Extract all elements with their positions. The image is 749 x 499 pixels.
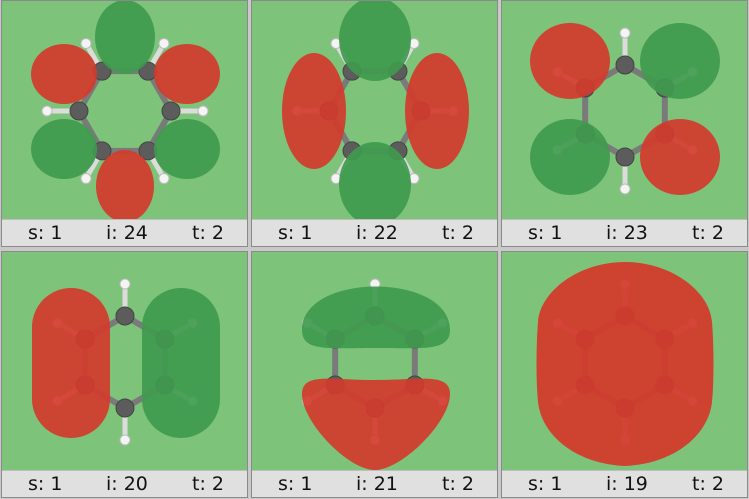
hydrogen-atom [80, 173, 92, 185]
type-label: t: 2 [692, 222, 724, 244]
hydrogen-atom [80, 37, 92, 49]
orbital-panel-6[interactable]: s: 1 i: 19 t: 2 [501, 251, 748, 498]
type-label: t: 2 [192, 473, 224, 495]
orbital-panel-1[interactable]: s: 1 i: 24 t: 2 [1, 0, 248, 247]
carbon-atom [69, 101, 89, 121]
panel-status-bar: s: 1 i: 23 t: 2 [502, 219, 747, 246]
panel-status-bar: s: 1 i: 20 t: 2 [2, 470, 247, 497]
orbital-lobes [32, 288, 220, 438]
carbon-atom [115, 398, 135, 418]
type-label: t: 2 [192, 222, 224, 244]
hydrogen-atom [619, 27, 631, 39]
panel-status-bar: s: 1 i: 19 t: 2 [502, 470, 747, 497]
carbon-atom [115, 306, 135, 326]
orbital-lobes [536, 262, 714, 466]
type-label: t: 2 [442, 222, 474, 244]
carbon-atom [615, 147, 635, 167]
hydrogen-atom [158, 173, 170, 185]
orbital-lobes [530, 23, 720, 195]
spin-label: s: 1 [278, 473, 313, 495]
hydrogen-atom [197, 105, 209, 117]
type-label: t: 2 [442, 473, 474, 495]
hydrogen-atom [119, 278, 131, 290]
orbital-lobes [302, 286, 450, 470]
orbital-panel-3[interactable]: s: 1 i: 23 t: 2 [501, 0, 748, 247]
index-label: i: 22 [356, 222, 398, 244]
orbital-viewport[interactable] [2, 252, 247, 472]
index-label: i: 20 [106, 473, 148, 495]
index-label: i: 23 [606, 222, 648, 244]
index-label: i: 24 [106, 222, 148, 244]
hydrogen-atom [41, 105, 53, 117]
orbital-lobes [31, 1, 220, 221]
hydrogen-atom [119, 434, 131, 446]
orbital-viewport[interactable] [2, 1, 247, 221]
benzene-molecule [41, 37, 209, 185]
hydrogen-atom [158, 37, 170, 49]
panel-status-bar: s: 1 i: 24 t: 2 [2, 219, 247, 246]
orbital-lobes [282, 1, 469, 221]
carbon-atom [161, 101, 181, 121]
orbital-panel-2[interactable]: s: 1 i: 22 t: 2 [251, 0, 498, 247]
orbital-viewport[interactable] [502, 1, 747, 221]
index-label: i: 21 [356, 473, 398, 495]
orbital-viewport[interactable] [502, 252, 747, 472]
panel-status-bar: s: 1 i: 21 t: 2 [252, 470, 497, 497]
spin-label: s: 1 [28, 222, 63, 244]
spin-label: s: 1 [278, 222, 313, 244]
orbital-viewport[interactable] [252, 1, 497, 221]
hydrogen-atom [619, 183, 631, 195]
spin-label: s: 1 [28, 473, 63, 495]
orbital-panel-5[interactable]: s: 1 i: 21 t: 2 [251, 251, 498, 498]
index-label: i: 19 [606, 473, 648, 495]
orbital-panel-4[interactable]: s: 1 i: 20 t: 2 [1, 251, 248, 498]
panel-status-bar: s: 1 i: 22 t: 2 [252, 219, 497, 246]
carbon-atom [615, 55, 635, 75]
spin-label: s: 1 [528, 222, 563, 244]
orbital-viewport[interactable] [252, 252, 497, 472]
spin-label: s: 1 [528, 473, 563, 495]
type-label: t: 2 [692, 473, 724, 495]
